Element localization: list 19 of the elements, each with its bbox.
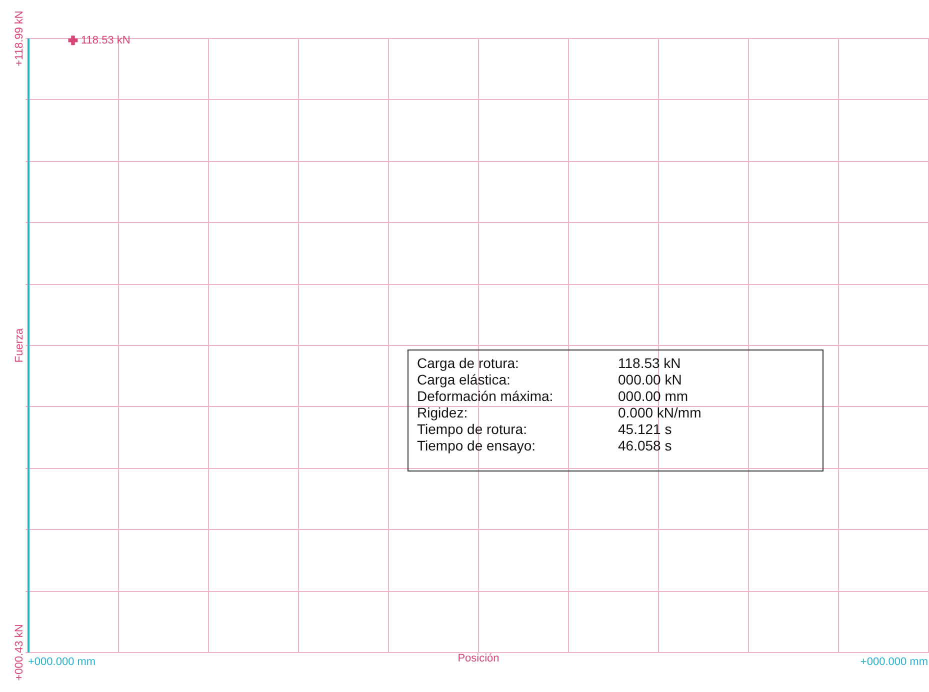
annotation: 0.000 kN/mm (618, 404, 702, 420)
annotation: 45.121 s (618, 421, 672, 437)
y-tick-label: +000.43 kN (14, 624, 26, 681)
x-axis-title: Posición (458, 652, 500, 664)
annotation: Tiempo de ensayo: (417, 438, 536, 454)
y-axis-title: Fuerza (14, 328, 26, 363)
y-tick-label: +118.99 kN (14, 10, 26, 66)
annotation: 000.00 mm (618, 388, 688, 404)
annotation: Rigidez: (417, 404, 468, 420)
annotation: 118.53 kN (618, 355, 681, 371)
annotation: 000.00 kN (618, 372, 682, 388)
annotation: Tiempo de rotura: (417, 421, 527, 437)
annotation: 46.058 s (618, 438, 672, 454)
text: +000.000 mm (860, 656, 928, 668)
annotation: Carga elástica: (417, 372, 510, 388)
annotation: Deformación máxima: (417, 388, 554, 404)
annotation: Carga de rotura: (417, 355, 519, 371)
data-label: 118.53 kN (81, 34, 130, 46)
text: +000.000 mm (28, 656, 96, 668)
